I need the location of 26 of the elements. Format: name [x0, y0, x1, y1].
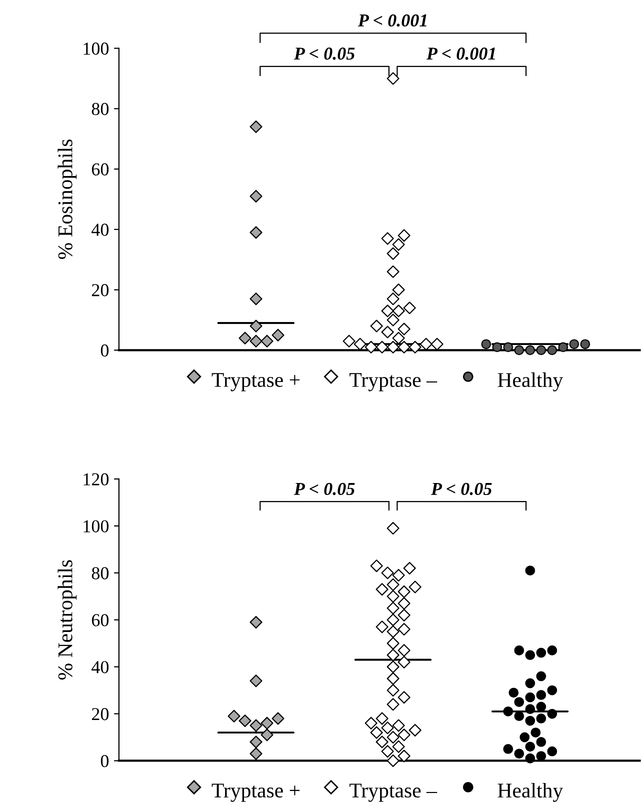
y-tick-label: 80	[92, 567, 109, 580]
x-tick-label: Tryptase +	[212, 373, 300, 392]
y-tick-label: 40	[92, 224, 109, 236]
y-tick-label: 40	[92, 661, 109, 674]
x-tick-label: Healthy	[498, 372, 564, 392]
y-tick-label: 0	[100, 754, 109, 768]
text: P < 0.001	[358, 14, 426, 27]
x-tick-label: Tryptase –	[350, 784, 438, 802]
x-tick-label: Tryptase +	[212, 784, 300, 802]
y-tick-label: 60	[92, 163, 109, 176]
y-tick-label: 20	[92, 284, 109, 296]
y-tick-label: 20	[92, 708, 109, 720]
x-tick-label: Healthy	[498, 782, 564, 802]
annotation: P < 0.05	[430, 482, 492, 496]
y-tick-label: 100	[84, 42, 109, 55]
y-tick-label: 0	[100, 344, 109, 357]
y-axis-title: % Neutrophils	[58, 560, 77, 680]
x-tick-label: Tryptase –	[350, 373, 438, 392]
annotation: P < 0.05	[294, 482, 355, 496]
annotation: P < 0.001	[426, 48, 495, 60]
annotation: P < 0.05	[294, 48, 355, 60]
y-axis-title: % Eosinophils	[58, 140, 77, 259]
y-tick-label: 80	[92, 102, 109, 116]
y-tick-label: 120	[84, 473, 109, 486]
y-tick-label: 100	[84, 520, 109, 532]
y-tick-label: 60	[92, 614, 109, 626]
